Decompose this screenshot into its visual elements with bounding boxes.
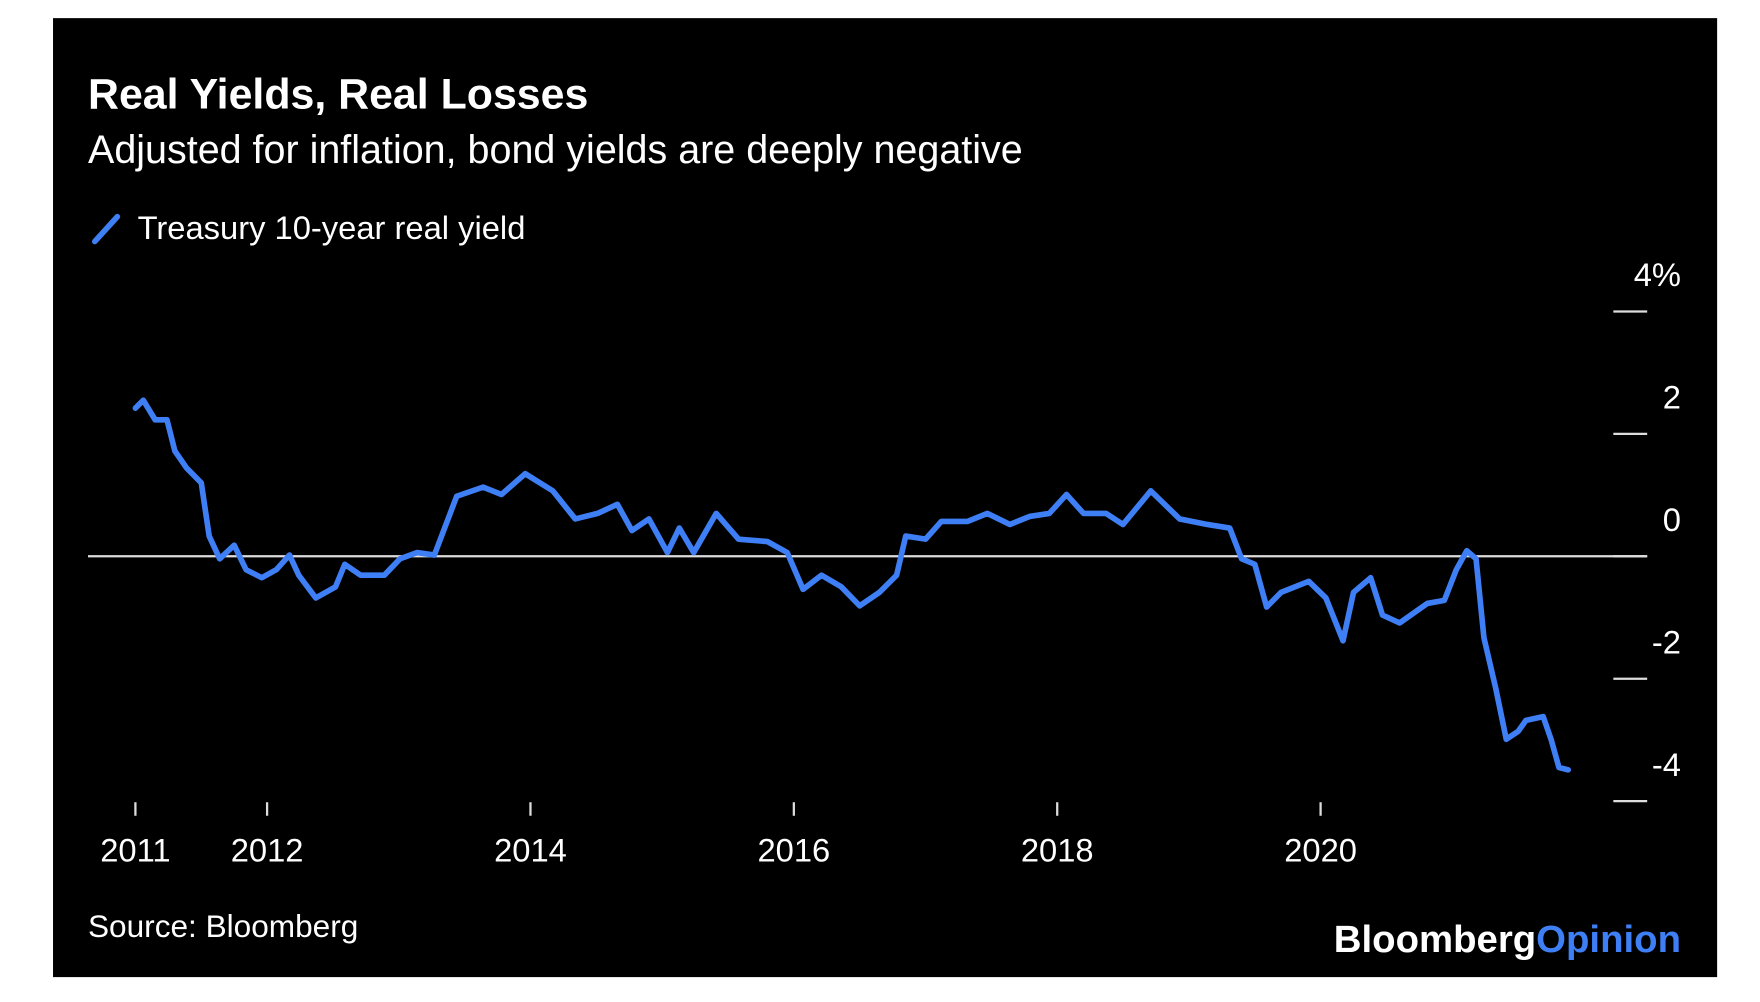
logo: BloombergOpinion [1334,918,1681,961]
series-line [132,397,1572,773]
legend-swatch [91,213,121,245]
y-tick-label: 2 [1663,379,1681,416]
x-tick-label: 2018 [1021,832,1094,869]
y-tick-label: 4% [1634,256,1681,293]
x-tick-label: 2016 [757,832,830,869]
legend-label: Treasury 10-year real yield [138,209,526,246]
x-tick-label: 2020 [1284,832,1357,869]
y-tick-label: 0 [1663,501,1681,538]
logo-text: Bloomberg [1334,918,1536,961]
logo-highlight: Opinion [1536,918,1681,961]
x-tick-label: 2011 [100,832,170,869]
y-tick-label: -2 [1652,623,1681,660]
x-tick-label: 2012 [231,832,304,869]
x-tick-label: 2014 [494,832,567,869]
background [53,18,1718,978]
chart-subtitle: Adjusted for inflation, bond yields are … [88,128,1023,172]
y-tick-label: -4 [1652,746,1681,783]
source: Source: Bloomberg [88,908,358,944]
chart-title: Real Yields, Real Losses [88,70,588,118]
